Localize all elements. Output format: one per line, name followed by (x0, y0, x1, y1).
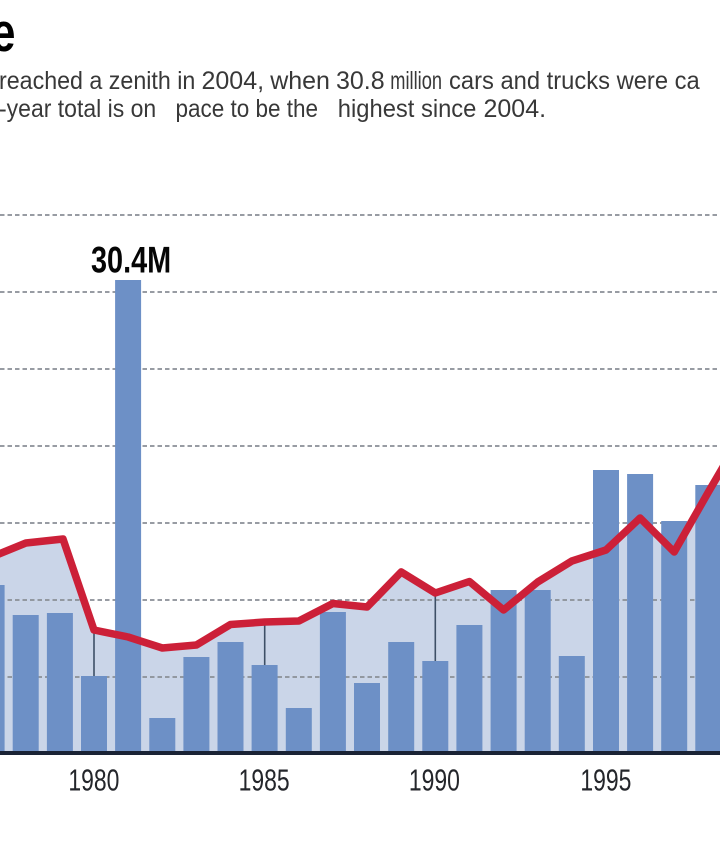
svg-text:e: e (0, 1, 15, 63)
svg-text:pace to be the: pace to be the (176, 95, 319, 123)
svg-text:1980: 1980 (68, 762, 119, 797)
svg-text:1990: 1990 (409, 762, 460, 797)
svg-text:cars and trucks were ca: cars and trucks were ca (449, 67, 700, 95)
svg-text:1985: 1985 (239, 762, 290, 797)
svg-text:2004,: 2004, (202, 67, 265, 95)
svg-text:2004.: 2004. (484, 95, 547, 123)
svg-text:-year total is on: -year total is on (0, 95, 156, 123)
svg-text:30.8: 30.8 (336, 67, 385, 95)
svg-text:million: million (390, 66, 442, 95)
svg-text:when: when (269, 67, 330, 95)
svg-text:reached a zenith in: reached a zenith in (0, 67, 195, 95)
svg-text:1995: 1995 (580, 762, 631, 797)
svg-text:highest since: highest since (338, 95, 477, 123)
svg-text:30.4M: 30.4M (91, 240, 171, 281)
